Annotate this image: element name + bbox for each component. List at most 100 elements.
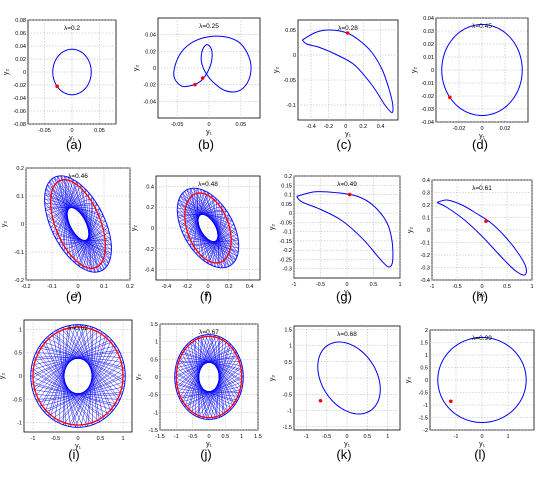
torus-boundary-f <box>176 187 240 269</box>
section-point-a <box>55 84 59 89</box>
y-axis-label-c: y₂ <box>273 67 280 74</box>
plot-area-d <box>441 24 523 116</box>
y-tick-label-a: -0.06 <box>13 109 26 115</box>
y-tick-label-d: 0 <box>431 68 434 74</box>
y-tick-label-k: -1 <box>287 409 292 415</box>
y-axis-label-d: y₂ <box>411 67 418 74</box>
y-tick-label-d: 0.02 <box>423 42 434 48</box>
y-tick-label-f: 0.2 <box>146 205 154 211</box>
x-axis-label-k: y₁ <box>344 441 351 448</box>
chart-title-j: λ=0.67 <box>199 329 219 336</box>
x-tick-label-f: 0 <box>206 284 209 290</box>
x-tick-label-h: 1 <box>530 284 533 290</box>
y-tick-label-j: -0.5 <box>149 393 158 399</box>
plot-area-g <box>296 191 394 268</box>
y-axis-label-e: y₂ <box>1 221 8 228</box>
y-tick-label-a: 0.06 <box>15 31 26 37</box>
y-tick-label-l: 0 <box>425 378 428 384</box>
y-tick-label-h: -0.3 <box>421 266 430 272</box>
trajectory-strand-j <box>180 353 244 382</box>
x-axis-label-i: y₁ <box>75 443 82 450</box>
y-tick-label-h: 0.2 <box>422 203 430 209</box>
y-tick-label-h: 0.4 <box>422 178 430 184</box>
y-tick-label-l: -1 <box>423 403 428 409</box>
y-tick-label-e: -0.1 <box>15 250 24 256</box>
y-tick-label-f: -0.4 <box>145 268 154 274</box>
chart-title-l: λ=0.99 <box>472 335 492 342</box>
x-tick-label-k: 1 <box>386 434 389 440</box>
y-tick-label-i: 1 <box>19 327 22 333</box>
section-point-g <box>347 192 352 197</box>
panel-b: -0.05 0 0.05 -0.04 -0.02 0 0.02 0.04 y₁ y₂ λ=0.25 <box>133 17 261 136</box>
x-tick-label-c: 0 <box>344 124 347 130</box>
section-point-b <box>200 76 205 80</box>
y-tick-label-j: -1 <box>153 410 158 416</box>
panel-j: -1.5 -1 -0.5 0 0.5 1 1.5 -1.5 -1 -0.5 0 0.5 1 1.5 y₁ y₂… <box>135 322 262 448</box>
x-tick-label-e: -0.2 <box>21 284 30 290</box>
y-tick-label-g: 0.1 <box>284 193 292 199</box>
panel-f: -0.4 -0.2 0 0.2 0.4 -0.4 -0.2 0 0.2 0.4 y₁ y₂ λ=0.48 <box>131 175 261 298</box>
panel-caption-k: (k) <box>336 447 351 462</box>
x-axis-label-l: y₁ <box>479 441 486 448</box>
x-tick-label-j: 0 <box>207 434 210 440</box>
y-tick-label-a: 0.02 <box>15 57 26 63</box>
x-axis-label-a: y₁ <box>69 135 76 142</box>
y-tick-label-i: 0.5 <box>14 351 22 357</box>
y-tick-label-i: -0.5 <box>13 397 22 403</box>
y-tick-label-c: -0.05 <box>283 78 296 84</box>
panel-caption-a: (a) <box>66 137 82 152</box>
y-tick-label-i: -1 <box>17 421 22 427</box>
y-tick-label-g: -0.15 <box>279 239 292 245</box>
y-tick-label-c: -0.1 <box>287 103 296 109</box>
torus-boundary-i <box>30 324 126 428</box>
panel-caption-h: (h) <box>472 289 488 304</box>
y-tick-label-c: 0 <box>293 53 296 59</box>
y-tick-label-b: 0.04 <box>145 33 156 39</box>
y-tick-label-j: 0.5 <box>150 357 158 363</box>
x-tick-label-g: 1 <box>398 282 401 288</box>
chart-title-g: λ=0.49 <box>337 181 357 188</box>
chart-title-f: λ=0.48 <box>198 181 218 188</box>
torus-boundary-e <box>44 175 112 273</box>
y-axis-label-g: y₂ <box>269 224 276 231</box>
x-tick-label-b: 0.05 <box>236 122 247 128</box>
panel-caption-j: (j) <box>200 447 212 462</box>
y-tick-label-d: 0.04 <box>423 16 434 22</box>
x-tick-label-i: 0.5 <box>97 436 105 442</box>
chart-title-b: λ=0.25 <box>199 23 219 30</box>
y-tick-label-a: -0.04 <box>13 96 26 102</box>
y-tick-label-e: 0 <box>21 222 24 228</box>
x-tick-label-g: 0.5 <box>370 282 378 288</box>
section-point-d <box>448 95 452 100</box>
x-tick-label-e: 0.2 <box>126 284 134 290</box>
plot-area-j <box>174 334 244 420</box>
x-tick-label-g: 0 <box>345 282 348 288</box>
y-tick-label-l: -1.5 <box>419 416 428 422</box>
panel-caption-f: (f) <box>200 289 212 304</box>
limit-cycle-h <box>436 199 527 276</box>
x-tick-label-c: 0.4 <box>377 124 385 130</box>
limit-cycle-k <box>317 341 381 415</box>
x-tick-label-b: -0.05 <box>171 122 184 128</box>
panel-caption-e: (e) <box>66 289 82 304</box>
y-tick-label-b: 0 <box>153 66 156 72</box>
x-tick-label-e: 0 <box>76 284 79 290</box>
plot-area-c <box>301 29 394 114</box>
y-tick-label-g: 0.15 <box>281 183 292 189</box>
x-tick-label-h: -0.5 <box>452 284 461 290</box>
y-tick-label-g: -0.05 <box>279 220 292 226</box>
y-axis-label-a: y₂ <box>3 69 10 76</box>
x-tick-label-b: 0 <box>207 122 210 128</box>
x-tick-label-j: 1 <box>240 434 243 440</box>
x-tick-label-l: -1 <box>454 434 459 440</box>
y-tick-label-d: 0.03 <box>423 29 434 35</box>
section-point-l <box>449 399 453 404</box>
limit-cycle-c <box>301 29 394 114</box>
x-tick-label-d: 0.02 <box>500 126 511 132</box>
x-tick-label-i: 1 <box>121 436 124 442</box>
x-tick-label-f: 0.4 <box>246 284 254 290</box>
x-tick-label-h: 0 <box>480 284 483 290</box>
x-axis-label-d: y₁ <box>479 133 486 140</box>
panel-e: -0.2 -0.1 0 0.1 0.2 -0.2 -0.1 0 0.1 0.2 y₁ y₂ λ=0.46 <box>1 166 134 298</box>
